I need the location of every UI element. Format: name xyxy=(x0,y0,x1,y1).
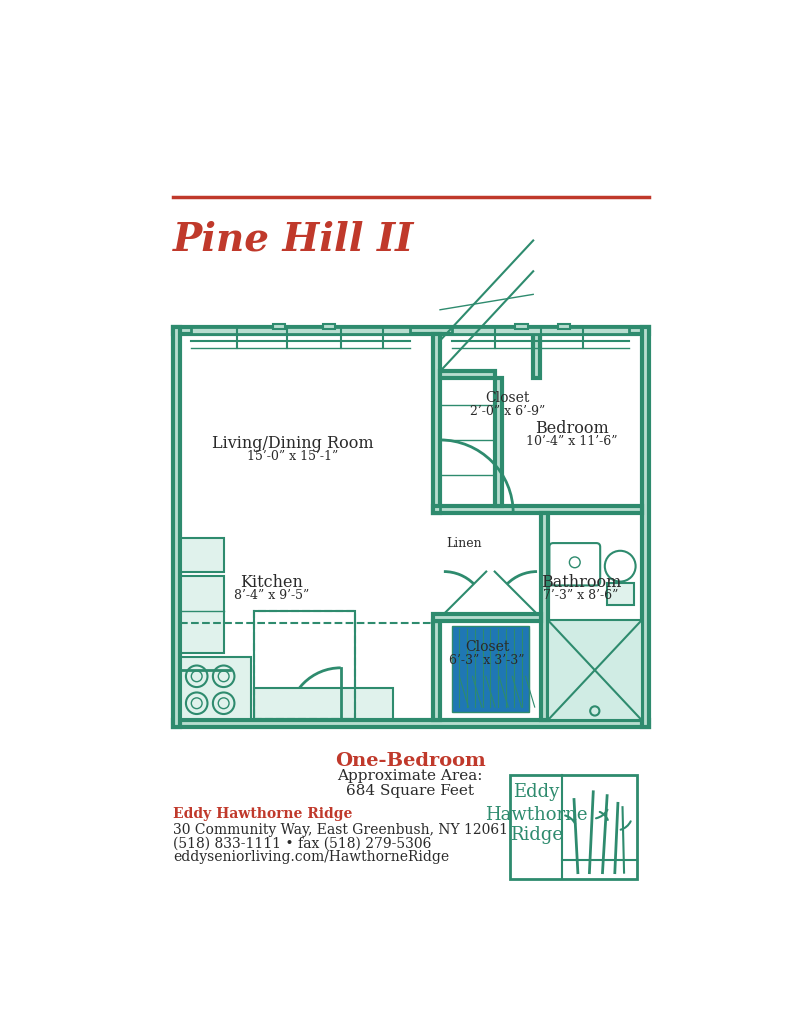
Text: Bathroom: Bathroom xyxy=(541,573,621,591)
Text: Approximate Area:: Approximate Area: xyxy=(338,769,482,782)
Bar xyxy=(642,327,649,728)
Bar xyxy=(433,614,541,621)
Text: Bedroom: Bedroom xyxy=(535,420,609,437)
Bar xyxy=(433,333,440,513)
Bar xyxy=(548,620,642,720)
Bar xyxy=(182,576,224,653)
Bar xyxy=(173,327,649,333)
Text: 10’-4” x 11’-6”: 10’-4” x 11’-6” xyxy=(526,435,618,448)
Text: eddyseniorliving.com/HawthorneRidge: eddyseniorliving.com/HawthorneRidge xyxy=(173,851,449,864)
Text: Pine Hill II: Pine Hill II xyxy=(173,220,414,259)
Bar xyxy=(433,506,642,513)
Text: 15’-0” x 15’-1”: 15’-0” x 15’-1” xyxy=(247,450,338,464)
Text: 7’-3” x 8’-6”: 7’-3” x 8’-6” xyxy=(543,589,618,602)
Bar xyxy=(451,626,530,712)
Bar xyxy=(190,327,410,333)
Bar xyxy=(515,324,528,329)
Bar xyxy=(182,538,224,572)
Text: Closet: Closet xyxy=(486,390,530,405)
Bar xyxy=(440,372,494,379)
Text: Ridge: Ridge xyxy=(510,826,562,844)
Text: 30 Community Way, East Greenbush, NY 12061: 30 Community Way, East Greenbush, NY 120… xyxy=(173,823,508,836)
Text: 684 Square Feet: 684 Square Feet xyxy=(346,785,474,798)
Text: Living/Dining Room: Living/Dining Room xyxy=(212,436,374,452)
Bar xyxy=(433,621,440,720)
Bar xyxy=(173,327,180,728)
Text: 2’-0” x 6’-9”: 2’-0” x 6’-9” xyxy=(470,405,546,418)
Text: One-Bedroom: One-Bedroom xyxy=(334,751,486,770)
Bar xyxy=(273,324,286,329)
Bar xyxy=(510,775,637,879)
Bar xyxy=(494,379,502,506)
Text: Hawthorne: Hawthorne xyxy=(485,806,587,824)
Bar xyxy=(254,688,393,718)
Bar xyxy=(451,626,530,712)
Bar xyxy=(254,611,354,718)
Text: Eddy: Eddy xyxy=(513,782,559,801)
Bar xyxy=(182,657,250,718)
Bar xyxy=(541,513,548,720)
Text: Kitchen: Kitchen xyxy=(240,573,303,591)
Text: Closet: Closet xyxy=(465,640,509,654)
Text: 8’-4” x 9’-5”: 8’-4” x 9’-5” xyxy=(234,589,309,602)
Bar xyxy=(323,324,335,329)
Text: Eddy Hawthorne Ridge: Eddy Hawthorne Ridge xyxy=(173,807,352,821)
Bar xyxy=(607,583,634,604)
Bar xyxy=(254,611,354,718)
Text: Linen: Linen xyxy=(446,537,482,551)
Bar xyxy=(534,333,540,379)
Bar xyxy=(452,327,630,333)
Text: (518) 833-1111 • fax (518) 279-5306: (518) 833-1111 • fax (518) 279-5306 xyxy=(173,836,431,851)
Text: 6’-3” x 3’-3”: 6’-3” x 3’-3” xyxy=(450,654,525,668)
Bar xyxy=(558,324,570,329)
Bar xyxy=(173,720,649,728)
